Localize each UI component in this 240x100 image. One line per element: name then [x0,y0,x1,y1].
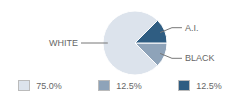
html-text:75.0%: 75.0% [36,80,62,91]
html-text:12.5%: 12.5% [196,80,222,91]
svg-text:BLACK: BLACK [185,53,215,63]
html-text:12.5%: 12.5% [116,80,142,91]
svg-text:A.I.: A.I. [185,23,199,33]
svg-text:WHITE: WHITE [49,38,78,48]
